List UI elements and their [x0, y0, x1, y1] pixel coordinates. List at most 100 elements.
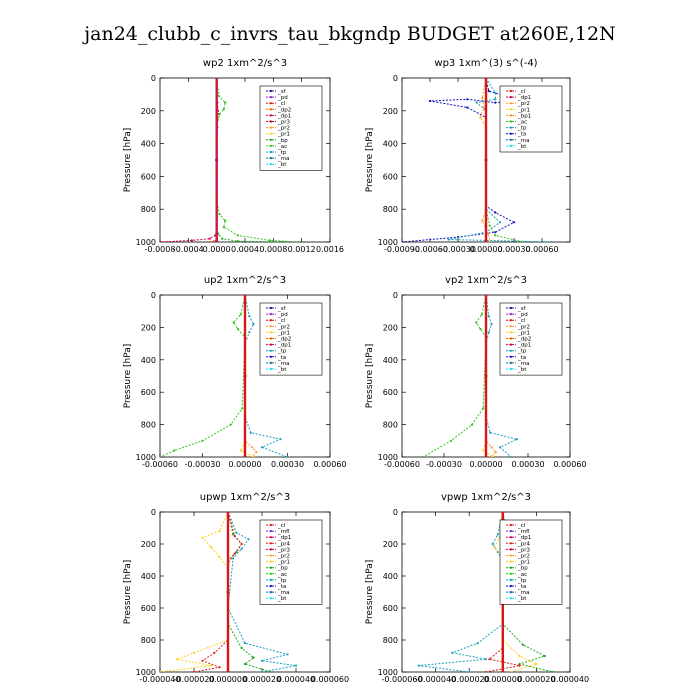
series-point [201, 659, 204, 662]
legend-label: _ac [517, 120, 527, 126]
legend-label: _bt [277, 367, 287, 373]
x-tick-label: -0.000060 [381, 675, 422, 684]
legend-label: _dp1 [277, 535, 291, 541]
legend-label: _cl [517, 89, 526, 95]
y-tick-label: 200 [383, 323, 398, 332]
legend-label: _dp1 [277, 113, 291, 119]
series-point [279, 240, 282, 242]
series-point [535, 662, 538, 666]
legend-marker [269, 343, 273, 346]
legend-marker [509, 114, 513, 117]
y-tick-label: 0 [393, 74, 398, 83]
series-point [224, 219, 227, 222]
legend-label: _pr1 [277, 132, 290, 138]
series-point [240, 542, 243, 546]
series-point [236, 327, 239, 331]
series-point [201, 536, 204, 539]
y-tick-label: 800 [141, 205, 156, 214]
legend-label: _tp [517, 126, 527, 132]
legend-marker [269, 102, 273, 105]
series-point [221, 237, 224, 240]
legend-marker [509, 126, 513, 129]
x-tick-label: -0.00030 [440, 245, 476, 254]
series-line [448, 78, 552, 242]
y-tick-label: 800 [383, 205, 398, 214]
series-point [491, 542, 494, 546]
y-tick-label: 1000 [378, 668, 398, 677]
series-point [160, 240, 162, 242]
legend-label: _ta [517, 584, 526, 590]
series-point [218, 213, 221, 216]
x-tick-label: 0.0016 [316, 245, 344, 254]
legend-marker [509, 542, 513, 545]
legend-label: _tp [277, 349, 287, 355]
legend-label: _dp2 [277, 337, 291, 343]
series-point [494, 451, 497, 454]
series-point [487, 331, 490, 334]
series-point [484, 455, 488, 457]
x-tick-label: -0.00060 [412, 245, 448, 254]
series-point [232, 321, 235, 324]
panel-title: vp2 1xm^2/s^3 [445, 275, 527, 286]
legend-marker [269, 138, 273, 141]
series-point [518, 654, 521, 658]
series-point [294, 664, 298, 667]
series-point [255, 451, 258, 454]
x-tick-label: 0.000000 [209, 675, 247, 684]
legend-marker [509, 337, 513, 340]
legend-marker [269, 114, 273, 117]
series-point [209, 546, 213, 549]
series-point [190, 239, 193, 242]
legend-marker [509, 361, 513, 364]
series-point [243, 374, 247, 378]
legend-marker [509, 554, 513, 557]
legend-marker [509, 331, 513, 334]
series-group [160, 512, 298, 672]
y-tick-label: 600 [141, 388, 156, 397]
series-line [160, 295, 246, 457]
series-point [481, 96, 484, 99]
series-point [466, 106, 469, 109]
panel-title: upwp 1xm^2/s^3 [200, 492, 290, 503]
series-point [484, 670, 488, 672]
series-point [218, 666, 221, 669]
series-point [248, 331, 251, 334]
series-point [484, 158, 488, 162]
legend-label: _pr4 [277, 541, 291, 547]
series-point [518, 664, 521, 667]
series-line [418, 512, 504, 672]
legend-label: _pr2 [517, 101, 530, 107]
legend-marker [509, 96, 513, 99]
legend-label: _bp [277, 566, 288, 572]
legend-marker [509, 325, 513, 328]
legend-marker [509, 367, 513, 371]
legend-label: _ma [517, 361, 529, 367]
legend-label: _dp1 [517, 95, 531, 101]
series-point [218, 530, 221, 533]
x-tick-label: -0.000040 [415, 675, 456, 684]
y-tick-label: 1000 [136, 453, 156, 462]
x-tick-label: 0.00030 [497, 245, 530, 254]
legend-label: _ac [277, 572, 287, 578]
y-tick-label: 200 [383, 540, 398, 549]
legend-marker [509, 313, 513, 316]
legend-marker [269, 584, 273, 588]
chart-panel: vp2 1xm^2/s^3 0 200 400 600 800 1000-0.00060 -0… [365, 275, 587, 469]
legend-label: _dp2 [517, 337, 531, 343]
legend-marker [509, 89, 513, 93]
series-line [160, 512, 229, 672]
series-point [490, 323, 493, 326]
series-point [550, 240, 553, 242]
legend-marker [269, 331, 273, 334]
legend-label: _ma [277, 590, 289, 596]
series-point [498, 446, 502, 449]
legend-label: _pr1 [277, 330, 290, 336]
series-point [160, 455, 162, 457]
legend-label: _pr1 [517, 560, 530, 566]
series-point [240, 646, 243, 650]
legend-label: _ta [517, 132, 526, 138]
legend-marker [509, 566, 513, 569]
legend-marker [269, 572, 273, 575]
x-tick-label: 0.0000 [203, 245, 231, 254]
